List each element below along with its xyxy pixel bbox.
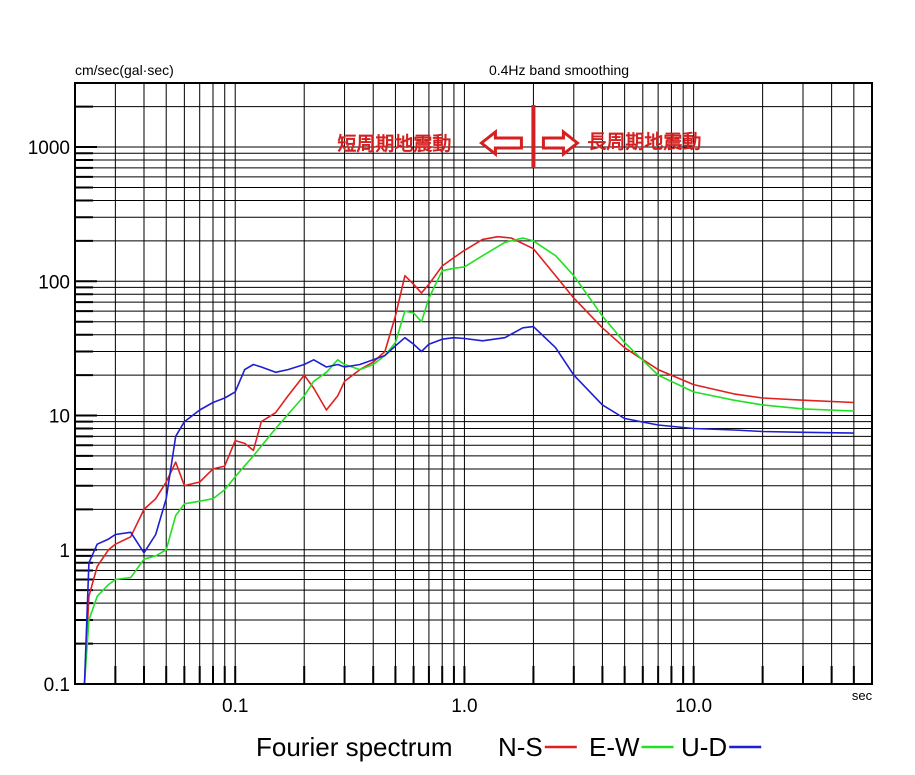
- series-line-e-w: [83, 237, 854, 685]
- legend: Fourier spectrum N-S E-W U-D: [256, 732, 762, 762]
- legend-title: Fourier spectrum: [256, 732, 453, 762]
- left-arrow-icon: [478, 128, 523, 158]
- short-period-label: 短周期地震動: [337, 132, 451, 155]
- y-tick-label: 0.1: [44, 675, 70, 696]
- tick-labels: 0.1 1.0 10.0 0.1 1 10 100 1000: [28, 138, 712, 717]
- legend-label-u-d: U-D: [681, 732, 727, 762]
- series-line-u-d: [83, 325, 854, 685]
- series-lines: [83, 235, 854, 685]
- axis-ticks: [74, 82, 873, 685]
- legend-label-e-w: E-W: [589, 732, 640, 762]
- right-arrow-icon: [541, 128, 580, 158]
- legend-label-n-s: N-S: [498, 732, 543, 762]
- x-axis-label: sec: [852, 688, 873, 703]
- plot-frame: [74, 82, 873, 685]
- y-axis-label: cm/sec(gal·sec): [75, 62, 174, 78]
- x-tick-label: 0.1: [222, 696, 248, 717]
- y-tick-label: 1000: [28, 138, 70, 159]
- x-tick-label: 1.0: [451, 696, 477, 717]
- y-tick-label: 100: [38, 272, 70, 293]
- series-line-n-s: [83, 235, 854, 685]
- x-tick-label: 10.0: [675, 696, 712, 717]
- grid-lines: [74, 82, 873, 685]
- long-period-label: 長周期地震動: [587, 130, 701, 153]
- y-tick-label: 1: [59, 541, 70, 562]
- y-tick-label: 10: [49, 407, 70, 428]
- chart-title: 0.4Hz band smoothing: [489, 62, 629, 78]
- period-annotation: 短周期地震動 長周期地震動: [337, 105, 701, 168]
